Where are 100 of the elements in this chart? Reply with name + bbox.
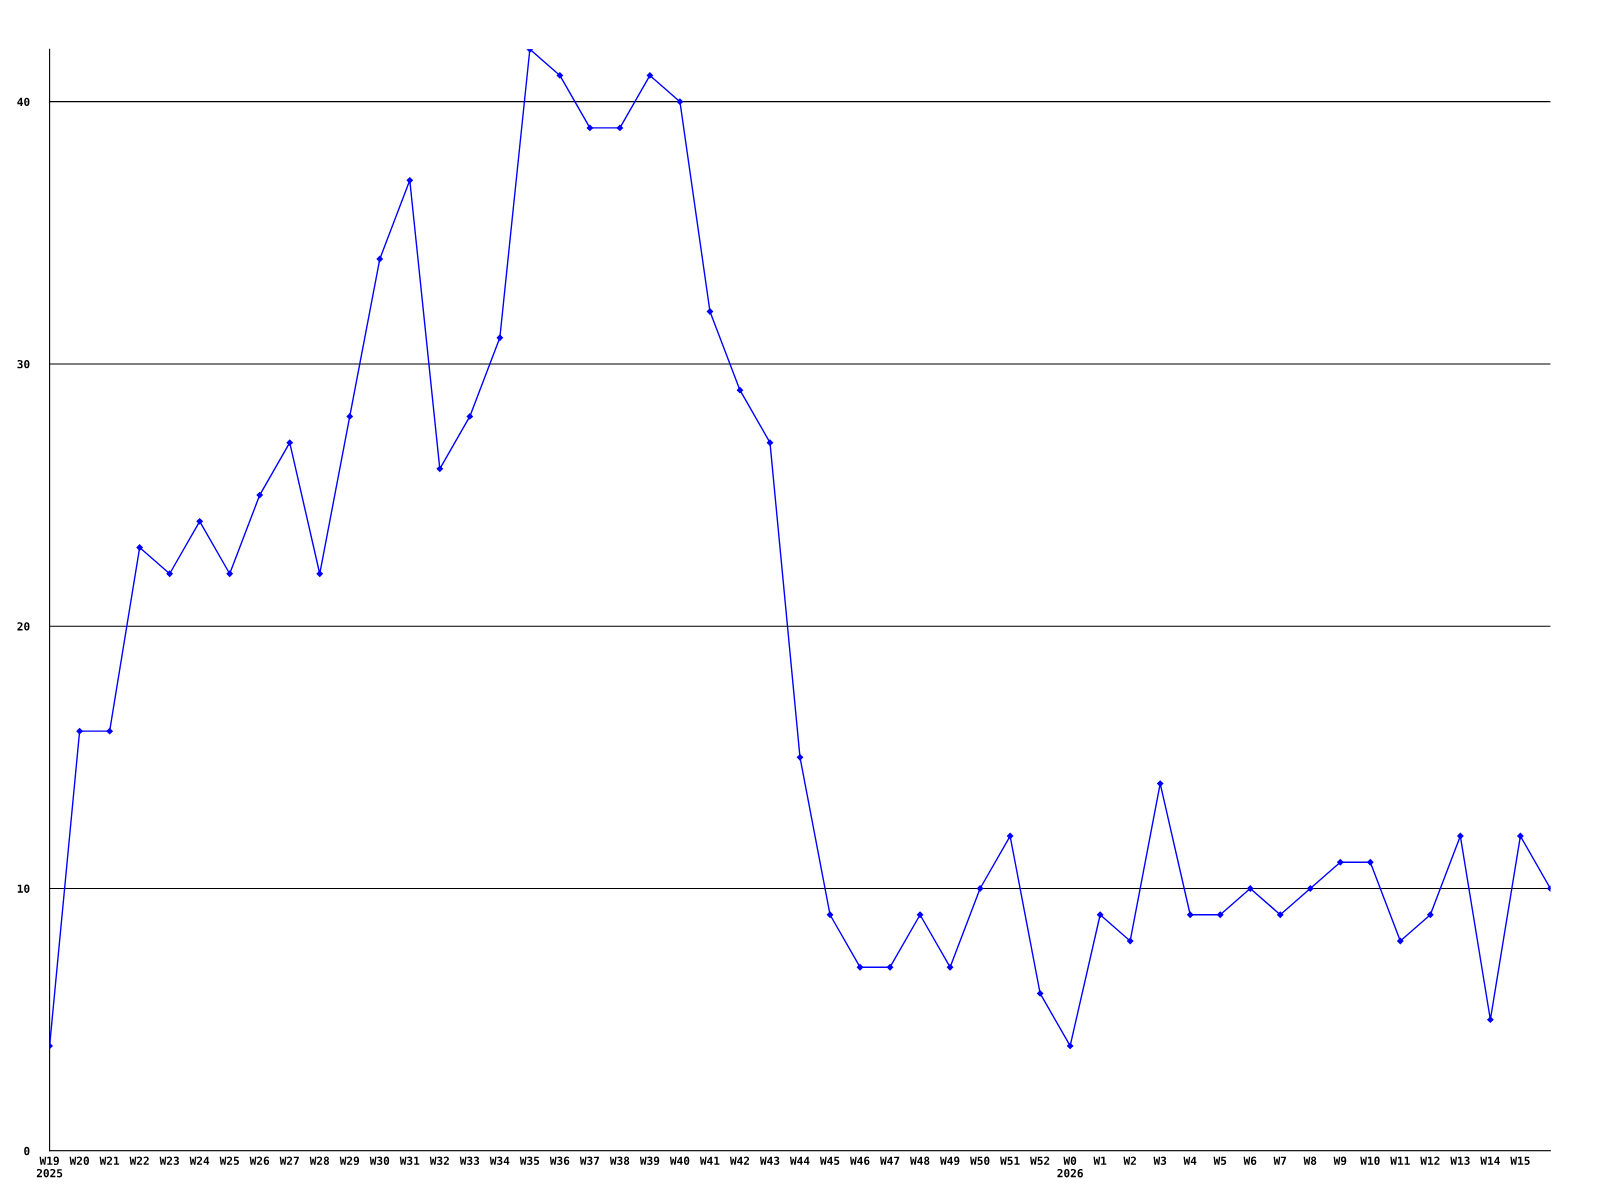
- x-tick-label: W0 2026: [1057, 1156, 1083, 1178]
- point: [676, 98, 684, 105]
- point: [1066, 1042, 1074, 1050]
- point: [1487, 1016, 1494, 1023]
- x-tick-label: W2: [1123, 1156, 1136, 1165]
- point: [1217, 911, 1224, 918]
- x-tick-label: W23: [159, 1156, 179, 1165]
- x-tick-label: W44: [789, 1156, 810, 1165]
- point: [1277, 911, 1284, 918]
- point: [946, 964, 954, 971]
- x-tick-label: W51: [1000, 1156, 1020, 1165]
- x-tick-label: W10: [1360, 1156, 1380, 1165]
- point: [346, 413, 353, 420]
- y-tick-label: 20: [17, 622, 30, 631]
- point: [1307, 885, 1314, 892]
- point: [1006, 832, 1014, 840]
- point: [1187, 911, 1194, 918]
- x-tick-label: W39: [639, 1156, 660, 1166]
- x-tick-label: W45: [819, 1156, 840, 1165]
- x-tick-label: W42: [729, 1156, 750, 1165]
- x-tick-label: W49: [940, 1156, 960, 1166]
- point: [796, 754, 804, 761]
- x-tick-label: W30: [369, 1156, 390, 1165]
- x-tick-label: W34: [489, 1156, 510, 1165]
- x-tick-label: W27: [279, 1156, 299, 1165]
- x-tick-label: W19 2025: [36, 1156, 63, 1178]
- point: [736, 387, 744, 394]
- x-tick-label: W22: [129, 1156, 149, 1165]
- point: [706, 308, 714, 315]
- x-tick-label: W8: [1303, 1156, 1317, 1165]
- point: [1127, 937, 1134, 945]
- x-tick-label: W1: [1093, 1156, 1107, 1165]
- point: [556, 72, 564, 79]
- point: [1097, 911, 1104, 918]
- x-tick-label: W14: [1480, 1156, 1500, 1165]
- x-tick-label: W12: [1420, 1156, 1440, 1165]
- x-tick-label: W48: [910, 1156, 930, 1165]
- point: [886, 964, 894, 971]
- point: [766, 439, 774, 446]
- point: [316, 570, 323, 577]
- x-tick-label: W47: [880, 1156, 900, 1165]
- point: [1337, 859, 1344, 866]
- x-tick-label: W33: [459, 1156, 480, 1165]
- point: [1427, 911, 1434, 918]
- point: [1247, 885, 1254, 892]
- point: [406, 177, 413, 184]
- point: [226, 570, 233, 577]
- point: [76, 727, 83, 735]
- x-tick-label: W41: [699, 1156, 720, 1165]
- x-tick-label: W3: [1153, 1156, 1167, 1165]
- y-tick-label: 10: [17, 884, 30, 893]
- point: [1517, 832, 1524, 840]
- x-tick-label: W28: [309, 1156, 330, 1165]
- x-tick-label: W29: [339, 1156, 360, 1166]
- point: [106, 727, 113, 735]
- point: [496, 334, 503, 341]
- point: [646, 72, 654, 79]
- x-tick-label: W20: [69, 1156, 89, 1165]
- x-tick-label: W37: [579, 1156, 600, 1165]
- x-tick-label: W26: [249, 1156, 270, 1165]
- x-tick-label: W11: [1390, 1156, 1410, 1165]
- x-tick-label: W21: [99, 1156, 120, 1165]
- point: [1157, 780, 1164, 787]
- point: [466, 413, 473, 420]
- point: [136, 544, 143, 551]
- point: [616, 124, 624, 132]
- x-tick-label: W52: [1030, 1156, 1050, 1165]
- x-tick-label: W46: [850, 1156, 870, 1165]
- x-tick-label: W40: [669, 1156, 690, 1165]
- point: [1036, 990, 1044, 997]
- x-tick-label: W9: [1333, 1156, 1347, 1166]
- x-tick-label: W50: [970, 1156, 990, 1165]
- point: [856, 964, 864, 971]
- x-tick-label: W4: [1183, 1156, 1197, 1165]
- y-tick-label: 0: [24, 1146, 30, 1156]
- point: [286, 439, 293, 446]
- y-tick-label: 30: [17, 359, 30, 369]
- x-tick-label: W32: [429, 1156, 449, 1165]
- point: [916, 911, 924, 918]
- point: [586, 124, 594, 132]
- x-tick-label: W38: [609, 1156, 630, 1165]
- x-tick-label: W15: [1510, 1156, 1530, 1165]
- x-tick-label: W6: [1243, 1156, 1257, 1165]
- x-tick-label: W13: [1450, 1156, 1470, 1165]
- x-tick-label: W5: [1213, 1156, 1227, 1165]
- y-tick-label: 40: [17, 97, 30, 107]
- point: [436, 465, 443, 473]
- point: [166, 570, 173, 577]
- x-tick-label: W36: [549, 1156, 570, 1165]
- x-tick-label: W31: [399, 1156, 420, 1165]
- x-tick-label: W25: [219, 1156, 239, 1165]
- x-tick-label: W43: [759, 1156, 780, 1165]
- point: [826, 911, 834, 918]
- point: [1397, 937, 1404, 945]
- x-tick-label: W35: [519, 1156, 540, 1165]
- point: [196, 518, 203, 525]
- x-tick-label: W7: [1273, 1156, 1287, 1165]
- point: [976, 885, 984, 892]
- point: [256, 491, 263, 499]
- point: [1367, 859, 1374, 866]
